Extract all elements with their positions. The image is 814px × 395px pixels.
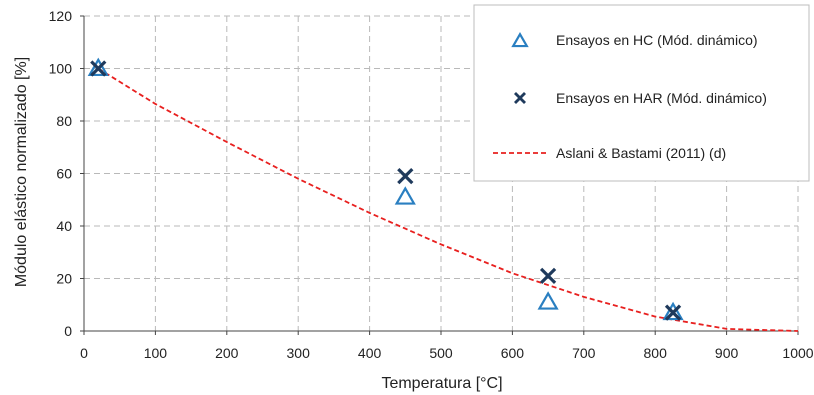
x-tick-label: 100 xyxy=(144,345,168,361)
x-tick-label: 300 xyxy=(287,345,311,361)
marker-stroke xyxy=(90,60,107,77)
x-tick-label: 0 xyxy=(80,345,88,361)
legend-label: Ensayos en HAR (Mód. dinámico) xyxy=(556,90,767,106)
cross-point xyxy=(539,267,557,285)
legend-triangle-icon xyxy=(511,31,529,48)
y-tick-label: 60 xyxy=(56,166,72,182)
x-tick-label: 200 xyxy=(215,345,239,361)
x-tick-label: 900 xyxy=(715,345,739,361)
marker-stroke xyxy=(664,304,682,321)
legend-box xyxy=(473,4,810,182)
marker-stroke xyxy=(514,92,526,104)
triangle-point xyxy=(394,186,416,205)
y-tick-label: 120 xyxy=(49,8,73,24)
x-tick-label: 500 xyxy=(429,345,453,361)
y-axis-label: Módulo elástico normalizado [%] xyxy=(13,57,30,287)
cross-point xyxy=(664,304,682,321)
cross-point xyxy=(90,60,107,77)
marker-stroke xyxy=(539,267,557,285)
cross-point xyxy=(397,167,414,185)
y-tick-label: 80 xyxy=(56,113,72,129)
x-axis-label: Temperatura [°C] xyxy=(381,375,502,392)
y-tick-label: 20 xyxy=(56,271,72,287)
plot-area xyxy=(87,57,799,332)
triangle-point xyxy=(87,57,109,77)
x-tick-label: 800 xyxy=(644,345,668,361)
legend-cross-icon xyxy=(514,92,526,104)
triangle-point xyxy=(537,291,559,310)
y-ticks: 0 20 40 60 80 100 120 xyxy=(49,8,84,339)
legend-label: Ensayos en HC (Mód. dinámico) xyxy=(556,32,758,48)
marker-stroke xyxy=(397,167,414,185)
y-tick-label: 40 xyxy=(56,218,72,234)
x-tick-label: 400 xyxy=(358,345,382,361)
y-tick-label: 0 xyxy=(64,323,72,339)
x-tick-label: 1000 xyxy=(782,345,813,361)
x-tick-label: 600 xyxy=(501,345,525,361)
legend: Ensayos en HC (Mód. dinámico) Ensayos en … xyxy=(473,4,810,182)
y-tick-label: 100 xyxy=(49,61,73,77)
x-tick-label: 700 xyxy=(572,345,596,361)
x-ticks: 0 100 200 300 400 500 600 700 800 900 1000 xyxy=(80,331,814,361)
triangle-point xyxy=(662,301,684,321)
legend-label: Aslani & Bastami (2011) (d) xyxy=(556,145,726,161)
